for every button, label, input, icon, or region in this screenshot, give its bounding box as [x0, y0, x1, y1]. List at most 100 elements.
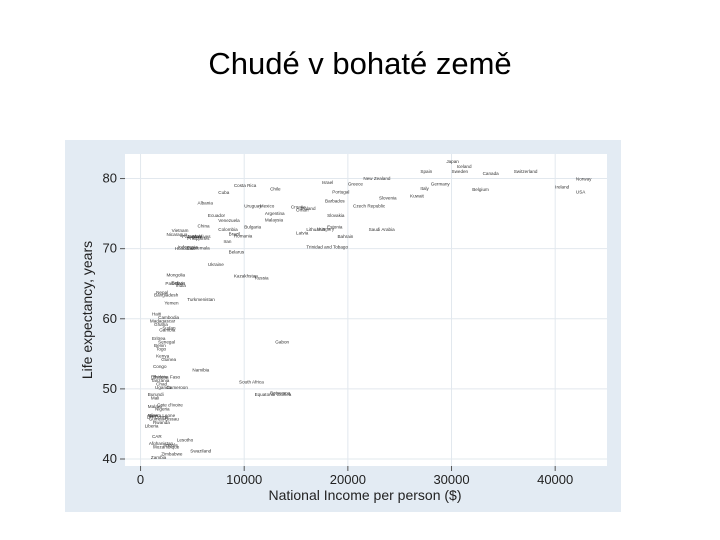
data-point-label: Pakistan: [165, 281, 183, 286]
data-point-label: Haiti: [152, 311, 161, 316]
data-point-label: DR Congo: [147, 414, 169, 419]
data-point-label: Maldives: [192, 234, 211, 239]
data-point-label: Croatia: [291, 205, 306, 210]
data-point-label: Mexico: [260, 203, 275, 208]
data-point-label: Jordan: [187, 234, 201, 239]
data-point-label: Ghana: [154, 322, 168, 327]
data-point-label: Bulgaria: [244, 224, 261, 229]
data-point-label: Costa Rica: [234, 183, 257, 188]
data-point-label: Israel: [322, 180, 333, 185]
data-point-label: Namibia: [192, 367, 209, 372]
data-point-label: New Zealand: [363, 176, 391, 181]
slide-title: Chudé v bohaté země: [208, 46, 512, 81]
data-point-label: Philippines: [187, 236, 210, 241]
data-point-label: Belgium: [472, 187, 489, 192]
data-point-label: Zambia: [151, 455, 167, 460]
y-tick-label: 50: [103, 381, 117, 396]
chart-frame: 0 10000 20000 30000 40000 40 50 60 70 80 Japan Ice…: [65, 140, 621, 512]
data-point-label: Guinea: [161, 357, 176, 362]
data-point-label: Slovakia: [327, 213, 345, 218]
data-point-label: Indonesia: [178, 245, 198, 250]
data-point-label: Liberia: [145, 423, 159, 428]
data-point-label: Eritrea: [152, 336, 166, 341]
data-point-label: Mongolia: [166, 273, 185, 278]
data-point-label: Uruguay: [244, 203, 262, 208]
y-tick-label: 60: [103, 311, 117, 326]
data-point-label: Gambia: [159, 327, 176, 332]
data-point-label: Ethiopia: [151, 374, 168, 379]
data-point-label: Poland: [301, 206, 316, 211]
data-point-label: Iceland: [457, 164, 472, 169]
data-point-label: Hungary: [317, 226, 335, 231]
data-point-label: Portugal: [332, 189, 349, 194]
y-tick-label: 80: [103, 171, 117, 186]
data-point-label: Equatorial Guinea: [255, 392, 292, 397]
data-point-label: Rwanda: [153, 420, 170, 425]
data-point-label: Nigeria: [155, 407, 170, 412]
data-point-label: Swaziland: [190, 449, 211, 454]
data-point-label: Italy: [420, 186, 429, 191]
data-point-label: Togo: [156, 346, 166, 351]
data-point-label: South Africa: [239, 379, 264, 384]
data-point-label: Russia: [255, 276, 269, 281]
x-tick-label: 40000: [537, 472, 573, 487]
data-point-label: Ecuador: [208, 213, 226, 218]
data-point-label: Chad: [156, 381, 167, 386]
data-point-label: Uganda: [155, 385, 172, 390]
data-point-label: Switzerland: [514, 169, 538, 174]
data-point-label: Burkina Faso: [153, 374, 181, 379]
data-point-label: Botswana: [270, 390, 291, 395]
data-point-label: Guinea-Bissau: [149, 416, 180, 421]
data-point-label: Albania: [198, 200, 214, 205]
data-point-label: Kazakhstan: [234, 273, 258, 278]
x-axis-title: National Income per person ($): [269, 487, 462, 503]
data-point-label: Niger: [148, 413, 159, 418]
data-point-label: Madagascar: [150, 318, 176, 323]
data-point-label: Brazil: [229, 231, 241, 236]
data-point-label: Malawi: [148, 404, 162, 409]
data-point-label: Yemen: [164, 301, 179, 306]
data-point-label: Bahrain: [337, 234, 353, 239]
data-point-label: Vietnam: [172, 228, 189, 233]
data-point-label: Lesotho: [177, 437, 194, 442]
data-point-label: Iran: [223, 239, 231, 244]
data-point-label: Paraguay: [182, 234, 202, 239]
data-point-label: Trinidad and Tobago: [306, 245, 348, 250]
data-point-label: Congo: [153, 364, 167, 369]
data-point-label: Cambodia: [158, 315, 179, 320]
data-point-label: Bangladesh: [154, 292, 179, 297]
data-point-label: Belarus: [229, 250, 245, 255]
data-point-label: Cote d'Ivoire: [157, 402, 183, 407]
data-point-label: Tanzania: [151, 378, 170, 383]
x-tick-label: 30000: [433, 472, 469, 487]
data-point-label: Kuwait: [410, 193, 425, 198]
data-point-label: Barbados: [325, 198, 345, 203]
data-point-label: Saudi Arabia: [369, 227, 395, 232]
data-point-label: Spain: [420, 169, 432, 174]
scatter-chart: 0 10000 20000 30000 40000 40 50 60 70 80 JapanIce…: [79, 154, 607, 503]
grid-lines: [125, 154, 607, 466]
data-point-label: Mali: [151, 395, 159, 400]
data-point-label: Germany: [431, 182, 451, 187]
data-point-label: Mozambique: [153, 444, 180, 449]
data-point-label: Czech Republic: [353, 203, 386, 208]
data-point-label: Japan: [446, 159, 459, 164]
data-point-label: Colombia: [218, 227, 238, 232]
data-point-label: Angola: [163, 442, 178, 447]
data-point-label: Benin: [154, 343, 166, 348]
data-point-label: Venezuela: [218, 218, 240, 223]
y-axis-title: Life expectancy, years: [79, 241, 95, 379]
data-point-label: Nepal: [156, 290, 168, 295]
data-point-label: Slovenia: [379, 196, 397, 201]
data-point-label: India: [176, 283, 186, 288]
data-point-label: Cuba: [218, 190, 229, 195]
x-tick-label: 0: [137, 472, 144, 487]
data-point-label: China: [198, 224, 210, 229]
data-point-label: Canada: [483, 171, 500, 176]
axis-ticks: 0 10000 20000 30000 40000 40 50 60 70 80: [103, 171, 574, 487]
data-point-label: Bolivia: [172, 280, 186, 285]
data-point-label: Senegal: [158, 339, 175, 344]
data-point-label: Oman: [296, 207, 309, 212]
data-point-label: Greece: [348, 182, 364, 187]
